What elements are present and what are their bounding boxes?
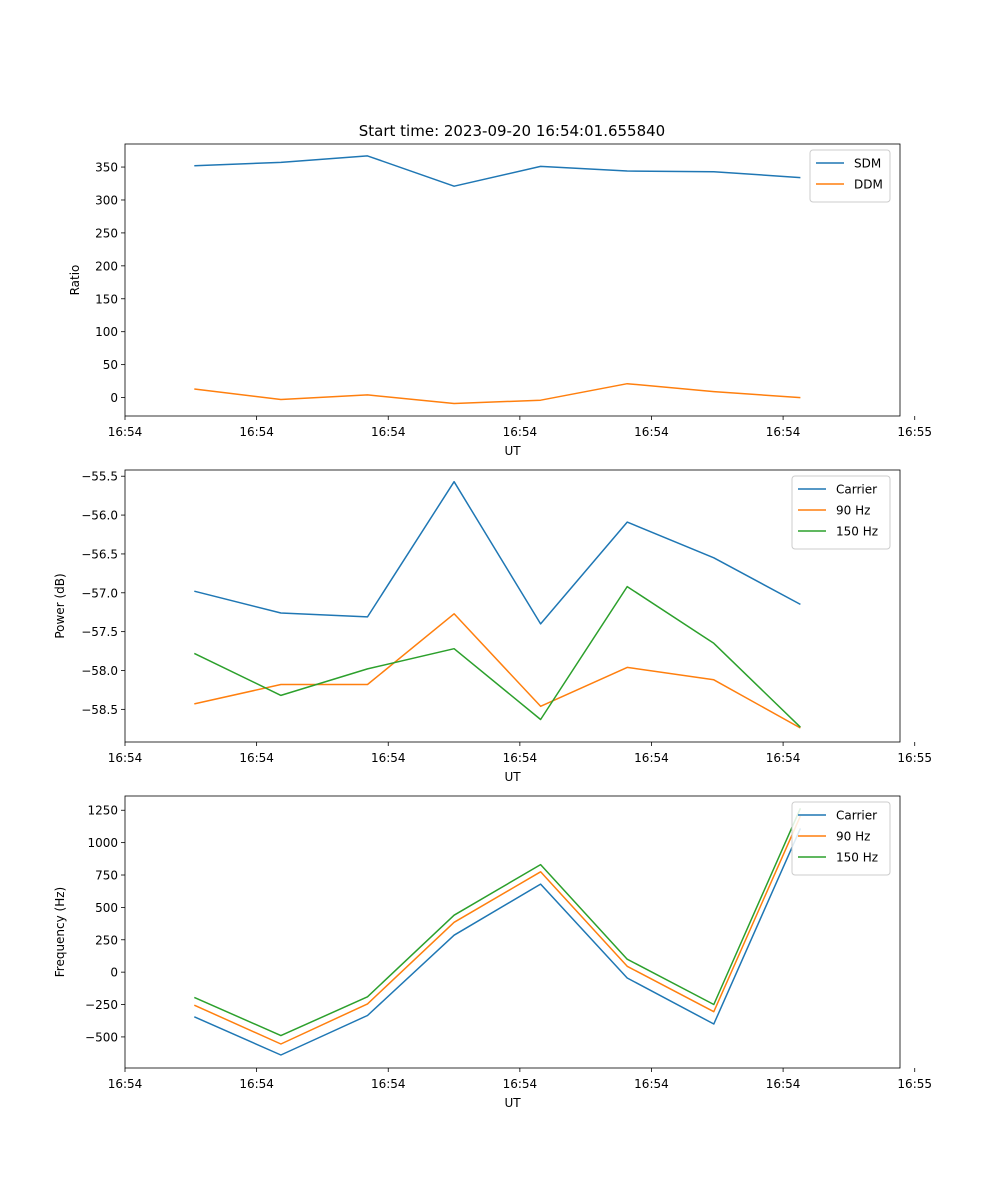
y-axis-label: Power (dB) [53,573,67,638]
y-tick-label: 1250 [87,804,118,818]
y-tick-label: 500 [95,901,118,915]
power-panel: 16:54 16:54 16:54 16:54 16:54 16:54 16:55 −55.5… [53,469,932,784]
y-tick-label: 150 [95,292,118,306]
y-tick-label: −56.5 [81,547,118,561]
axes-frame [124,469,901,743]
series-line-ddm [194,382,801,405]
y-tick-label: −58.0 [81,664,118,678]
figure-title: Start time: 2023-09-20 16:54:01.655840 [359,122,665,140]
x-tick-label: 16:54 [371,751,406,765]
y-tick-label: 350 [95,161,118,175]
legend-label: Carrier [836,483,877,497]
series-line-carrier [194,480,801,625]
x-tick-label: 16:54 [108,425,143,439]
x-tick-label: 16:54 [108,751,143,765]
legend-label: 90 Hz [836,830,870,844]
x-tick-label: 16:54 [766,751,801,765]
y-tick-label: 200 [95,259,118,273]
x-tick-label: 16:54 [503,425,538,439]
y-tick-label: 300 [95,193,118,207]
x-axis-label: UT [504,770,521,784]
y-tick-label: 250 [95,933,118,947]
y-tick-label: −250 [85,998,118,1012]
y-tick-label: 0 [110,391,118,405]
y-tick-label: 0 [110,966,118,980]
y-tick-label: 750 [95,869,118,883]
x-axis-label: UT [504,444,521,458]
y-tick-label: −56.0 [81,509,118,523]
y-tick-label: 1000 [87,836,118,850]
y-tick-label: −55.5 [81,470,118,484]
x-tick-label: 16:55 [897,1077,932,1091]
y-tick-label: −57.5 [81,625,118,639]
x-tick-label: 16:55 [897,425,932,439]
y-tick-label: 50 [103,358,118,372]
y-axis-label: Ratio [68,265,82,296]
x-tick-label: 16:54 [766,1077,801,1091]
y-axis-label: Frequency (Hz) [53,887,67,978]
x-tick-label: 16:54 [503,751,538,765]
y-tick-label: 250 [95,226,118,240]
x-tick-label: 16:54 [371,1077,406,1091]
series-line-carrier [193,828,802,1056]
x-tick-label: 16:54 [239,751,274,765]
x-tick-label: 16:54 [634,751,669,765]
legend-label: 90 Hz [836,504,870,518]
y-tick-label: 100 [95,325,118,339]
series-line-sdm [194,155,801,187]
series-line-150-hz [193,585,801,728]
series-line-90-hz [193,815,802,1045]
x-tick-label: 16:54 [239,425,274,439]
x-tick-label: 16:55 [897,751,932,765]
x-tick-label: 16:54 [766,425,801,439]
x-tick-label: 16:54 [634,1077,669,1091]
x-tick-label: 16:54 [503,1077,538,1091]
x-tick-label: 16:54 [371,425,406,439]
y-tick-label: −58.5 [81,703,118,717]
legend-label: Carrier [836,809,877,823]
x-tick-label: 16:54 [634,425,669,439]
legend-label: DDM [854,178,883,192]
y-tick-label: −500 [85,1030,118,1044]
x-tick-label: 16:54 [239,1077,274,1091]
axes-frame [124,143,901,417]
x-axis-label: UT [504,1096,521,1110]
x-tick-label: 16:54 [108,1077,143,1091]
legend-label: 150 Hz [836,851,878,865]
frequency-panel: 16:54 16:54 16:54 16:54 16:54 16:54 16:55 −500 −… [53,795,932,1110]
legend-label: SDM [854,157,881,171]
y-tick-label: −57.0 [81,586,118,600]
series-line-150-hz [193,807,802,1037]
series-line-90-hz [194,613,801,729]
axes-frame [124,795,901,1069]
legend-label: 150 Hz [836,525,878,539]
ratio-panel: 16:54 16:54 16:54 16:54 16:54 16:54 16:55 0 50 10… [68,143,932,458]
